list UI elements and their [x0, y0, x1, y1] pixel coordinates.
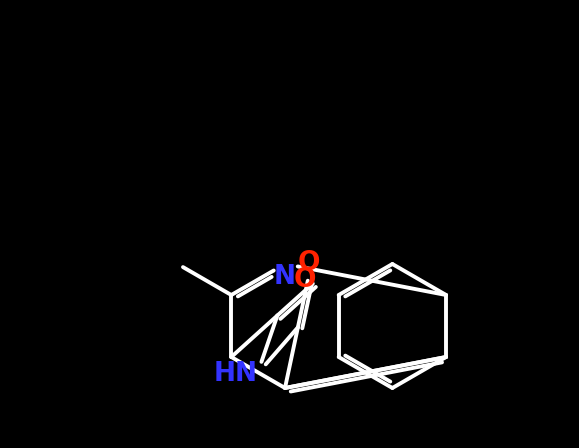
Text: O: O [298, 250, 320, 276]
Text: N: N [274, 264, 296, 290]
Text: O: O [294, 267, 317, 293]
Text: HN: HN [213, 361, 257, 387]
